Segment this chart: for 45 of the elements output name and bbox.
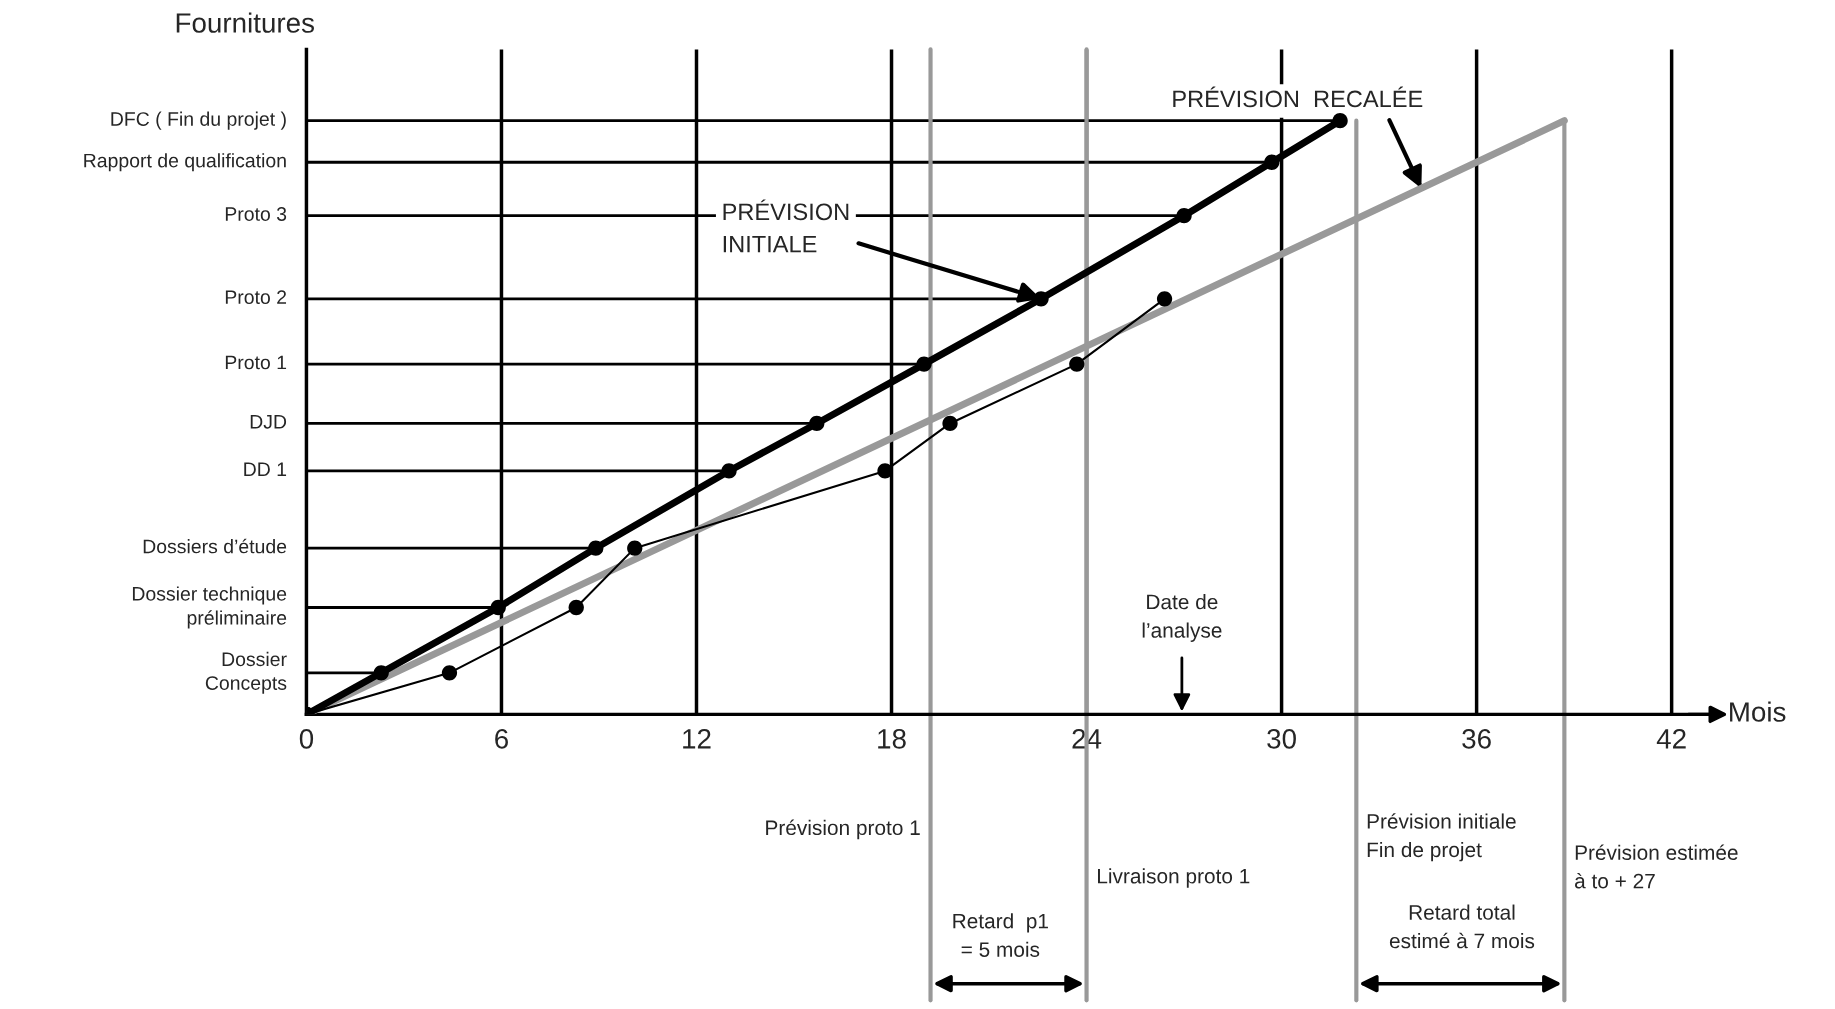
ref-line-label: Prévision proto 1 [766,819,920,840]
ref-line-label: Dossier technique préliminaire [132,586,287,629]
annotation: Date de l’analyse [1142,593,1222,642]
x-tick-label: 42 [1656,728,1686,749]
point [627,540,643,556]
point [721,463,737,479]
text: Retard total estimé à 7 mois [1389,904,1535,949]
ref-line-label: DD 1 [244,462,287,476]
x-tick-label: 0 [299,728,314,749]
ref-line-label: Livraison proto 1 [1098,868,1250,888]
ref-line-label: DJD [250,415,287,429]
ref-line-label: Proto 1 [225,355,287,370]
ref-line-label: Proto 2 [225,290,287,305]
annotation: PRÉVISION INITIALE [723,199,849,253]
x-tick-label: 12 [683,728,711,749]
ref-line-label: Dossier Concepts [205,651,287,694]
point [942,415,958,432]
point [1332,113,1348,129]
point [1176,208,1192,224]
x-tick-label: 30 [1267,728,1296,749]
ref-line-label: Prévision estimée à to + 27 [1575,844,1738,889]
point [373,665,389,681]
x-tick-label: 6 [495,728,508,749]
point [1069,356,1085,372]
point [916,356,932,372]
point [441,665,458,681]
point [809,415,825,432]
ref-line-label: Rapport de qualification [84,153,286,172]
point [588,540,604,556]
point [1156,291,1173,307]
point [1033,291,1049,307]
ref-line-label: DFC ( Fin du projet ) [111,111,286,130]
x-tick-label: 24 [1072,728,1102,749]
point [1264,154,1280,170]
text: Retard p1 = 5 mois [953,913,1048,957]
ref-line-label: Dossiers d’étude [143,538,287,554]
y-axis-title: Fournitures [176,12,314,33]
x-tick-label: 36 [1462,728,1491,749]
x-axis-title: Mois [1730,701,1786,722]
x-tick-label: 18 [878,728,906,749]
point [568,599,584,616]
ref-line-label: Prévision initiale Fin de projet [1367,813,1516,862]
point [490,599,506,616]
annotation: PRÉVISION RECALÉE [1173,86,1423,108]
ref-line-label: Proto 3 [225,207,287,221]
